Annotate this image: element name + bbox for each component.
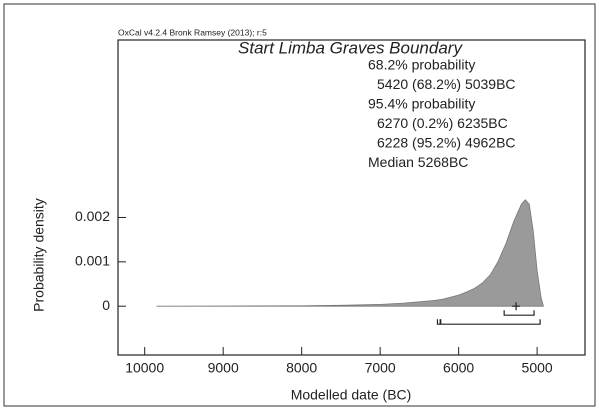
x-axis-label: Modelled date (BC): [291, 387, 412, 403]
chart-title: Start Limba Graves Boundary: [238, 38, 463, 57]
x-tick-label: 7000: [365, 360, 396, 376]
range-label: 6270 (0.2%) 6235BC: [377, 115, 508, 131]
range-label: 6228 (95.2%) 4962BC: [377, 135, 516, 151]
x-tick-label: 10000: [125, 360, 164, 376]
median-cross: [512, 302, 521, 311]
y-tick-label: 0: [102, 297, 110, 313]
credit: OxCal v4.2.4 Bronk Ramsey (2013); r:5: [118, 27, 267, 37]
range-label: 5420 (68.2%) 5039BC: [377, 76, 516, 92]
range-heading: 68.2% probability: [368, 57, 475, 73]
page-frame: [3, 3, 596, 407]
density-area: [156, 199, 544, 307]
y-tick-label: 0.002: [75, 208, 110, 224]
x-tick-label: 9000: [208, 360, 239, 376]
range-bracket: [440, 319, 541, 325]
median-label: Median 5268BC: [368, 154, 468, 170]
plot-frame: [117, 39, 586, 356]
y-tick-label: 0.001: [75, 253, 110, 269]
x-tick-label: 6000: [443, 360, 474, 376]
x-tick-label: 8000: [286, 360, 317, 376]
range-heading: 95.4% probability: [368, 96, 475, 112]
x-tick-label: 5000: [522, 360, 553, 376]
range-bracket: [503, 310, 535, 316]
y-axis-label: Probability density: [31, 198, 47, 312]
